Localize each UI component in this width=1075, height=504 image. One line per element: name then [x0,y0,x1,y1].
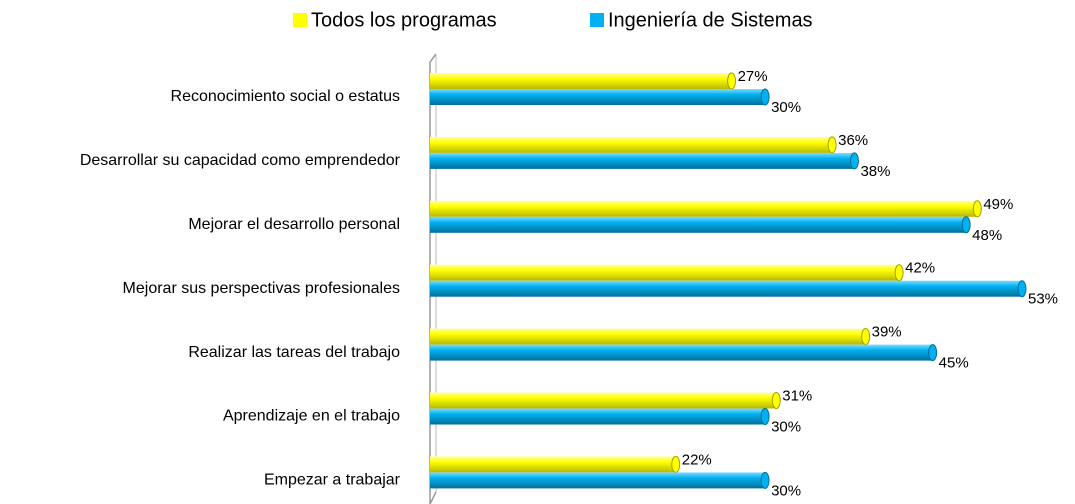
bar-cap [771,392,781,409]
bar-cap [760,471,770,489]
bar-cap [727,72,737,90]
bar [430,344,933,361]
value-label: 48% [972,227,1002,244]
value-label: 49% [983,196,1013,213]
value-label: 38% [860,163,890,180]
bar [430,392,777,409]
bar [430,89,766,105]
category-label: Mejorar sus perspectivas profesionales [123,280,400,297]
category-label: Empezar a trabajar [264,472,401,489]
bar-cap [861,328,871,346]
category-label: Realizar las tareas del trabajo [188,344,400,361]
value-label: 36% [838,132,868,149]
value-label: 45% [939,355,969,372]
bar-cap [827,136,837,154]
bar [430,472,766,489]
value-label: 42% [905,260,935,277]
value-label: 39% [872,324,902,341]
bar [430,200,978,217]
bar-cap [849,152,859,170]
bar [430,216,967,233]
category-label: Mejorar el desarrollo personal [188,216,400,233]
value-label: 53% [1028,291,1058,308]
value-label: 31% [782,387,812,404]
value-label: 30% [771,482,801,499]
bar-cap [972,200,982,218]
bar [430,408,766,425]
legend-swatch [590,13,604,27]
bar [430,73,732,89]
bar-cap [760,408,770,425]
legend-swatch [293,13,307,27]
bar-cap [760,88,770,106]
bar-cap [928,344,938,362]
bar [430,264,900,281]
category-label: Aprendizaje en el trabajo [223,408,400,425]
bar-cap [894,264,904,282]
bar [430,152,855,169]
axis-wall [429,491,437,504]
bar [430,136,833,153]
category-label: Desarrollar su capacidad como emprendedo… [80,152,401,169]
value-label: 30% [771,99,801,116]
value-label: 22% [682,451,712,468]
bar-cap [1017,280,1027,298]
bar [430,328,866,345]
bar-cap [671,455,681,473]
bar [430,280,1022,297]
legend-label: Todos los programas [311,9,497,31]
category-label: Reconocimiento social o estatus [171,88,400,105]
legend-label: Ingeniería de Sistemas [608,9,813,31]
bar [430,456,676,473]
axis-wall [429,53,437,63]
value-label: 30% [771,418,801,435]
value-label: 27% [738,68,768,85]
bar-cap [961,216,971,234]
